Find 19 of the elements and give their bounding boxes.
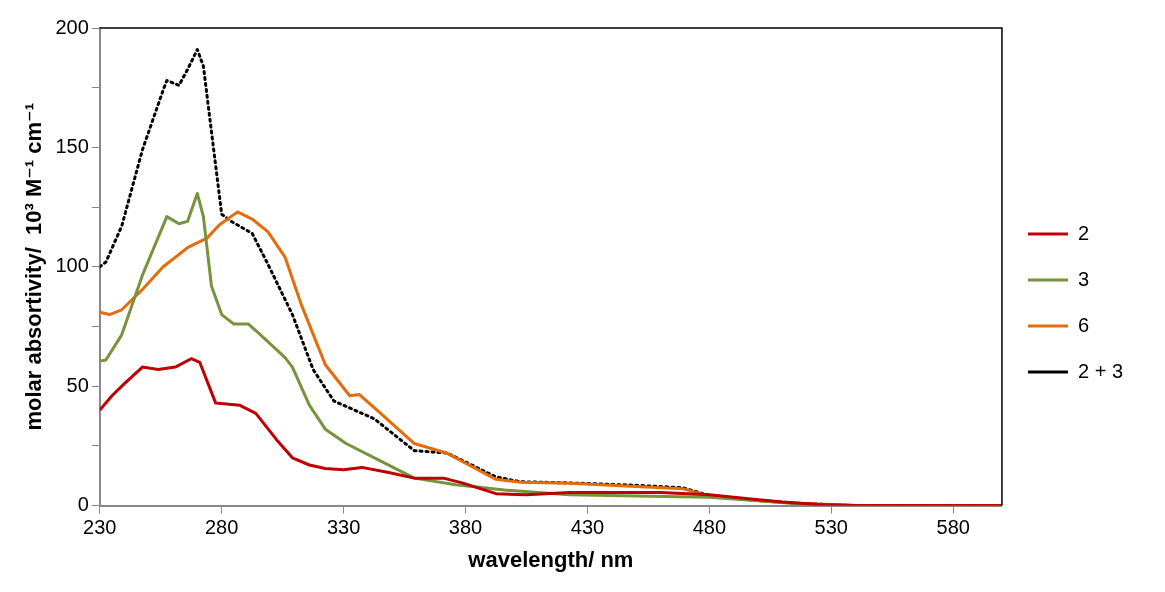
x-tick-label: 330 [326, 516, 361, 539]
y-axis-title: molar absortivity/ 10³ M⁻¹ cm⁻¹ [21, 102, 47, 431]
x-tick-label: 430 [570, 516, 605, 539]
legend-label: 2 [1077, 221, 1090, 244]
x-tick-label: 530 [814, 516, 848, 539]
x-tick-label: 480 [692, 516, 727, 539]
y-tick-label: 50 [66, 373, 89, 396]
x-axis-title: wavelength/ nm [467, 546, 634, 572]
legend-label: 2 + 3 [1077, 359, 1124, 382]
x-tick-label: 580 [936, 516, 970, 539]
x-tick-label: 380 [448, 516, 483, 539]
y-tick-label: 100 [55, 254, 89, 277]
x-tick-label: 280 [205, 516, 239, 539]
y-tick-label: 200 [55, 15, 89, 38]
x-tick-label: 230 [83, 516, 117, 539]
y-tick-label: 150 [55, 134, 89, 157]
y-tick-label: 0 [77, 493, 89, 516]
legend-label: 6 [1077, 313, 1090, 336]
legend-label: 3 [1077, 267, 1090, 290]
